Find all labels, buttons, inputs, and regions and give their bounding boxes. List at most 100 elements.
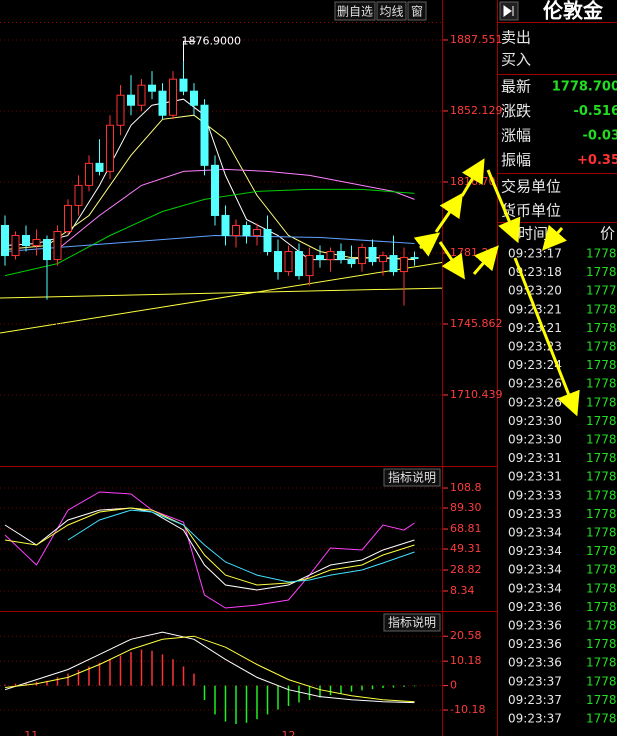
candle-body: [316, 255, 324, 261]
y-tick-label: 49.31: [450, 542, 482, 555]
unit-label: 交易单位: [501, 178, 561, 196]
arrow: [472, 245, 499, 275]
tick-price: 1778.: [586, 581, 617, 595]
tick-price: 1778.: [586, 414, 617, 428]
collapse-icon: [503, 5, 514, 17]
candle-body: [326, 251, 335, 261]
arrow: [438, 241, 465, 280]
candle-body: [190, 90, 198, 106]
tick-price: 1778.: [586, 265, 617, 279]
high-annotation: 1876.9000: [182, 34, 242, 47]
tick-price: 1778.: [586, 321, 617, 335]
toolbar-button-label[interactable]: 删自选: [337, 5, 373, 19]
candle-body: [305, 255, 314, 277]
candle-body: [95, 162, 104, 172]
tick-time: 09:23:37: [508, 693, 562, 707]
y-tick-label: 20.58: [450, 629, 482, 642]
candle-body: [64, 204, 72, 232]
indicator-line: [4, 234, 415, 252]
arrow: [434, 192, 464, 233]
y-tick-label: 28.82: [450, 563, 482, 576]
indicator-help-label[interactable]: 指标说明: [388, 470, 436, 485]
tick-price: 1778.: [586, 395, 617, 409]
candle-body: [74, 184, 83, 206]
tick-time: 09:23:26: [508, 395, 562, 409]
x-tick-label: 11: [24, 729, 38, 736]
candle-body: [347, 259, 356, 265]
stat-value: +0.35: [577, 153, 617, 168]
tick-time: 09:23:37: [508, 712, 562, 726]
candle-body: [410, 257, 419, 260]
tick-time: 09:23:34: [508, 544, 562, 558]
stat-label: 最新: [501, 78, 531, 96]
quote-label: 卖出: [501, 29, 531, 47]
plot-area: [0, 39, 442, 724]
tick-time: 09:23:18: [508, 265, 562, 279]
candle-body: [43, 239, 51, 261]
tick-price: 1778.: [586, 507, 617, 521]
quote-label: 买入: [501, 51, 531, 69]
ticks-header-price: 价: [600, 225, 615, 243]
toolbar-button-label[interactable]: 窗: [411, 5, 423, 19]
arrow: [413, 232, 441, 257]
indicator-line: [4, 507, 415, 591]
candle-body: [379, 255, 387, 263]
tick-price: 1778.: [586, 563, 617, 577]
indicator-line: [4, 635, 415, 703]
tick-time: 09:23:31: [508, 451, 562, 465]
x-tick-label: 12: [282, 729, 296, 736]
tick-price: 1778.: [586, 674, 617, 688]
candle-body: [32, 239, 41, 247]
tick-time: 09:23:33: [508, 488, 562, 502]
indicator-line: [67, 509, 415, 583]
indicator-help-button[interactable]: [383, 613, 441, 632]
ticks-header-time: 时间: [518, 225, 548, 243]
tick-time: 09:23:34: [508, 581, 562, 595]
candle-body: [200, 104, 209, 166]
unit-label: 货币单位: [501, 202, 561, 220]
tick-time: 09:23:31: [508, 470, 562, 484]
toolbar-button[interactable]: [376, 1, 407, 21]
candle-body: [400, 257, 408, 273]
tick-price: 1778.: [586, 451, 617, 465]
indicator-line: [57, 168, 415, 250]
stat-label: 涨跌: [501, 102, 531, 120]
indicator-help-button[interactable]: [383, 468, 441, 487]
tick-price: 1778.: [586, 488, 617, 502]
candle-body: [127, 94, 135, 106]
candle-body: [389, 255, 398, 273]
annotation-arrows: [413, 158, 580, 417]
tick-time: 09:23:36: [508, 600, 562, 614]
arrow: [460, 158, 485, 197]
toolbar-button-label[interactable]: 均线: [379, 5, 403, 19]
tick-price: 1778.: [586, 693, 617, 707]
tick-time: 09:23:36: [508, 619, 562, 633]
candle-body: [116, 94, 125, 126]
arrow: [486, 169, 521, 244]
candle-body: [232, 224, 240, 237]
tick-price: 1777.: [586, 284, 617, 298]
tick-price: 1778.: [586, 433, 617, 447]
toolbar-button[interactable]: [334, 1, 376, 21]
y-tick-label: 1710.439: [450, 388, 503, 401]
candle-body: [85, 162, 93, 186]
tick-price: 1778.: [586, 302, 617, 316]
candle-body: [263, 228, 272, 253]
indicator-line: [4, 188, 415, 277]
tick-time: 09:23:30: [508, 414, 562, 428]
tick-price: 1778.: [586, 470, 617, 484]
candle-body: [368, 247, 377, 263]
tick-price: 1778.: [586, 544, 617, 558]
toolbar-button[interactable]: [407, 1, 427, 21]
y-tick-label: 108.8: [450, 481, 482, 494]
stat-value: 1778.700: [552, 80, 617, 95]
y-tick-label: 68.81: [450, 522, 482, 535]
tick-time: 09:23:24: [508, 358, 562, 372]
candle-body: [221, 214, 230, 237]
y-tick-label: -10.18: [450, 703, 485, 716]
stat-value: -0.03: [583, 129, 617, 144]
indicator-help-label[interactable]: 指标说明: [388, 615, 436, 630]
tick-price: 1778.: [586, 377, 617, 391]
